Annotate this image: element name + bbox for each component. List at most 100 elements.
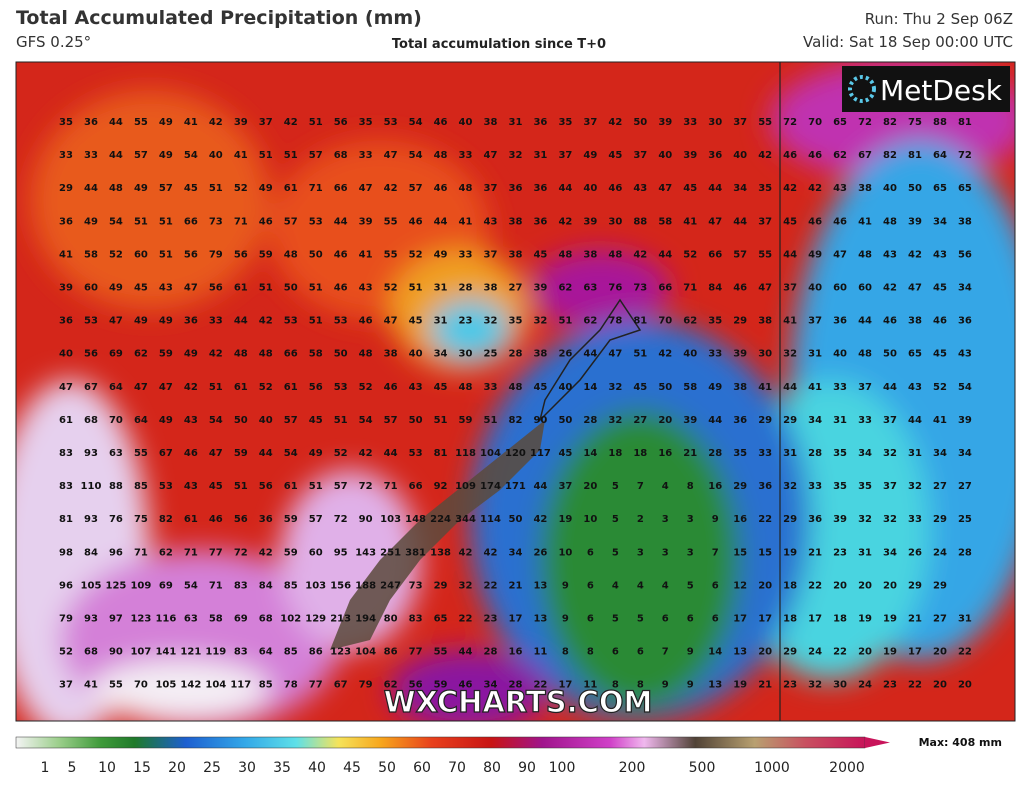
grid-value: 46 [434,183,448,194]
grid-value: 86 [384,647,398,658]
grid-value: 38 [533,349,547,360]
grid-value: 32 [858,514,872,525]
grid-value: 44 [908,415,922,426]
grid-value: 11 [533,647,547,658]
grid-value: 3 [687,514,694,525]
grid-value: 8 [562,647,569,658]
grid-value: 17 [758,614,772,625]
grid-value: 60 [858,283,872,294]
grid-value: 80 [384,614,398,625]
title: Total Accumulated Precipitation (mm) [16,7,422,29]
grid-value: 81 [908,150,922,161]
grid-value: 5 [612,514,619,525]
grid-value: 49 [159,117,173,128]
grid-value: 38 [484,283,498,294]
grid-value: 65 [958,183,972,194]
grid-value: 61 [234,382,248,393]
grid-value: 41 [858,216,872,227]
grid-value: 15 [758,547,772,558]
grid-value: 21 [508,580,522,591]
grid-value: 47 [658,183,672,194]
grid-value: 31 [783,448,797,459]
grid-value: 13 [533,580,547,591]
grid-value: 38 [484,117,498,128]
grid-value: 42 [808,183,822,194]
grid-value: 45 [184,183,198,194]
grid-value: 27 [958,481,972,492]
grid-value: 20 [933,680,947,691]
grid-value: 30 [758,349,772,360]
grid-value: 19 [883,614,897,625]
grid-value: 38 [583,249,597,260]
grid-value: 224 [430,514,451,525]
grid-value: 33 [459,249,473,260]
grid-value: 38 [733,382,747,393]
grid-value: 20 [758,647,772,658]
grid-value: 51 [309,117,323,128]
grid-value: 31 [858,547,872,558]
grid-value: 20 [758,580,772,591]
grid-value: 42 [608,117,622,128]
grid-value: 88 [633,216,647,227]
grid-value: 39 [683,415,697,426]
grid-value: 39 [958,415,972,426]
grid-value: 17 [558,680,572,691]
grid-value: 54 [109,216,123,227]
grid-value: 34 [434,349,448,360]
grid-value: 50 [633,117,647,128]
grid-value: 47 [384,316,398,327]
grid-value: 29 [434,580,448,591]
grid-value: 42 [484,547,498,558]
grid-value: 33 [708,349,722,360]
grid-value: 29 [933,514,947,525]
grid-value: 39 [359,216,373,227]
grid-value: 21 [758,680,772,691]
grid-value: 35 [359,117,373,128]
grid-value: 29 [783,647,797,658]
grid-value: 25 [958,514,972,525]
grid-value: 9 [662,680,669,691]
grid-value: 55 [384,216,398,227]
grid-value: 7 [662,647,669,658]
grid-value: 40 [558,382,572,393]
grid-value: 37 [883,415,897,426]
grid-value: 45 [134,283,148,294]
grid-value: 35 [833,448,847,459]
grid-value: 46 [783,150,797,161]
grid-value: 36 [84,117,98,128]
grid-value: 57 [733,249,747,260]
grid-value: 55 [109,680,123,691]
grid-value: 48 [109,183,123,194]
grid-value: 22 [533,680,547,691]
grid-value: 194 [355,614,376,625]
grid-value: 51 [334,415,348,426]
grid-value: 46 [359,316,373,327]
grid-value: 48 [434,150,448,161]
grid-value: 67 [159,448,173,459]
grid-value: 34 [733,183,747,194]
grid-value: 143 [355,547,376,558]
grid-value: 29 [783,415,797,426]
colorbar-label: 1 [41,760,50,776]
grid-value: 46 [459,680,473,691]
grid-value: 81 [958,117,972,128]
grid-value: 67 [858,150,872,161]
grid-value: 44 [583,349,597,360]
grid-value: 33 [84,150,98,161]
grid-value: 32 [459,580,473,591]
grid-value: 56 [184,249,198,260]
grid-value: 57 [309,514,323,525]
grid-value: 26 [908,547,922,558]
grid-value: 96 [109,547,123,558]
grid-value: 71 [184,547,198,558]
grid-value: 83 [234,580,248,591]
grid-value: 51 [159,216,173,227]
grid-value: 50 [658,382,672,393]
grid-value: 44 [883,382,897,393]
grid-value: 84 [84,547,98,558]
grid-value: 58 [683,382,697,393]
grid-value: 65 [434,614,448,625]
grid-value: 67 [334,680,348,691]
grid-value: 18 [783,580,797,591]
grid-value: 4 [662,481,669,492]
